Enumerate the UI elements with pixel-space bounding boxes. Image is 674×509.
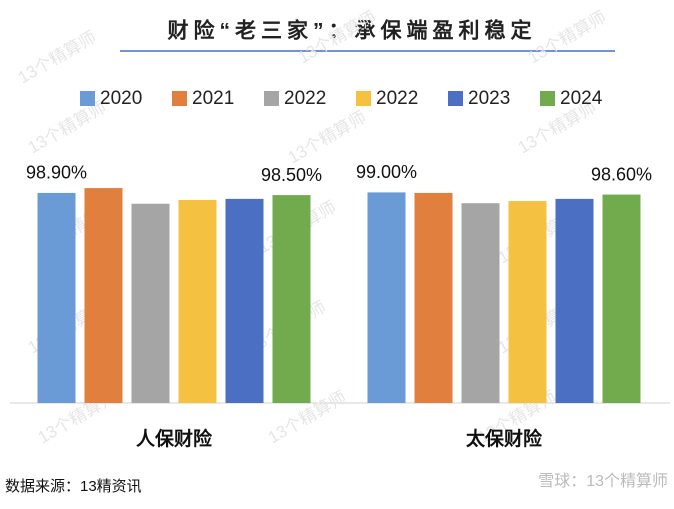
bar (131, 203, 170, 403)
watermark: 13个精算师 (525, 7, 610, 67)
legend-label: 2024 (560, 88, 603, 109)
legend-swatch (172, 91, 187, 106)
legend-swatch (356, 91, 371, 106)
bar (37, 192, 76, 403)
value-label: 99.00% (356, 162, 417, 182)
legend-label: 2021 (192, 88, 234, 109)
bar (225, 198, 264, 403)
legend-label: 2022 (376, 88, 418, 109)
legend-label: 2022 (284, 88, 326, 109)
x-tick-label: 太保财险 (466, 427, 543, 450)
bar (555, 198, 594, 403)
bar (272, 195, 311, 403)
legend-swatch (448, 91, 463, 106)
x-tick-label: 人保财险 (136, 427, 213, 450)
legend-swatch (264, 91, 279, 106)
watermark: 13个精算师 (25, 97, 110, 157)
bar (461, 203, 500, 403)
watermark: 13个精算师 (285, 107, 370, 167)
watermark: 13个精算师 (15, 27, 100, 87)
value-label: 98.90% (26, 163, 87, 183)
bar (84, 188, 123, 403)
value-label: 98.50% (261, 165, 322, 185)
source: 数据来源：13精资讯 (5, 478, 142, 495)
value-label: 98.60% (591, 164, 652, 184)
bar (602, 194, 641, 403)
bar (367, 192, 406, 403)
bar (178, 199, 217, 403)
legend-label: 2020 (100, 88, 142, 109)
footer-watermark: 雪球：13个精算师 (538, 471, 668, 490)
bar (508, 201, 547, 403)
legend-label: 2023 (468, 88, 510, 109)
legend-swatch (540, 91, 555, 106)
legend-swatch (80, 91, 95, 106)
chart-title: 财险“老三家”：承保端盈利稳定 (168, 19, 537, 43)
bar (414, 192, 453, 403)
